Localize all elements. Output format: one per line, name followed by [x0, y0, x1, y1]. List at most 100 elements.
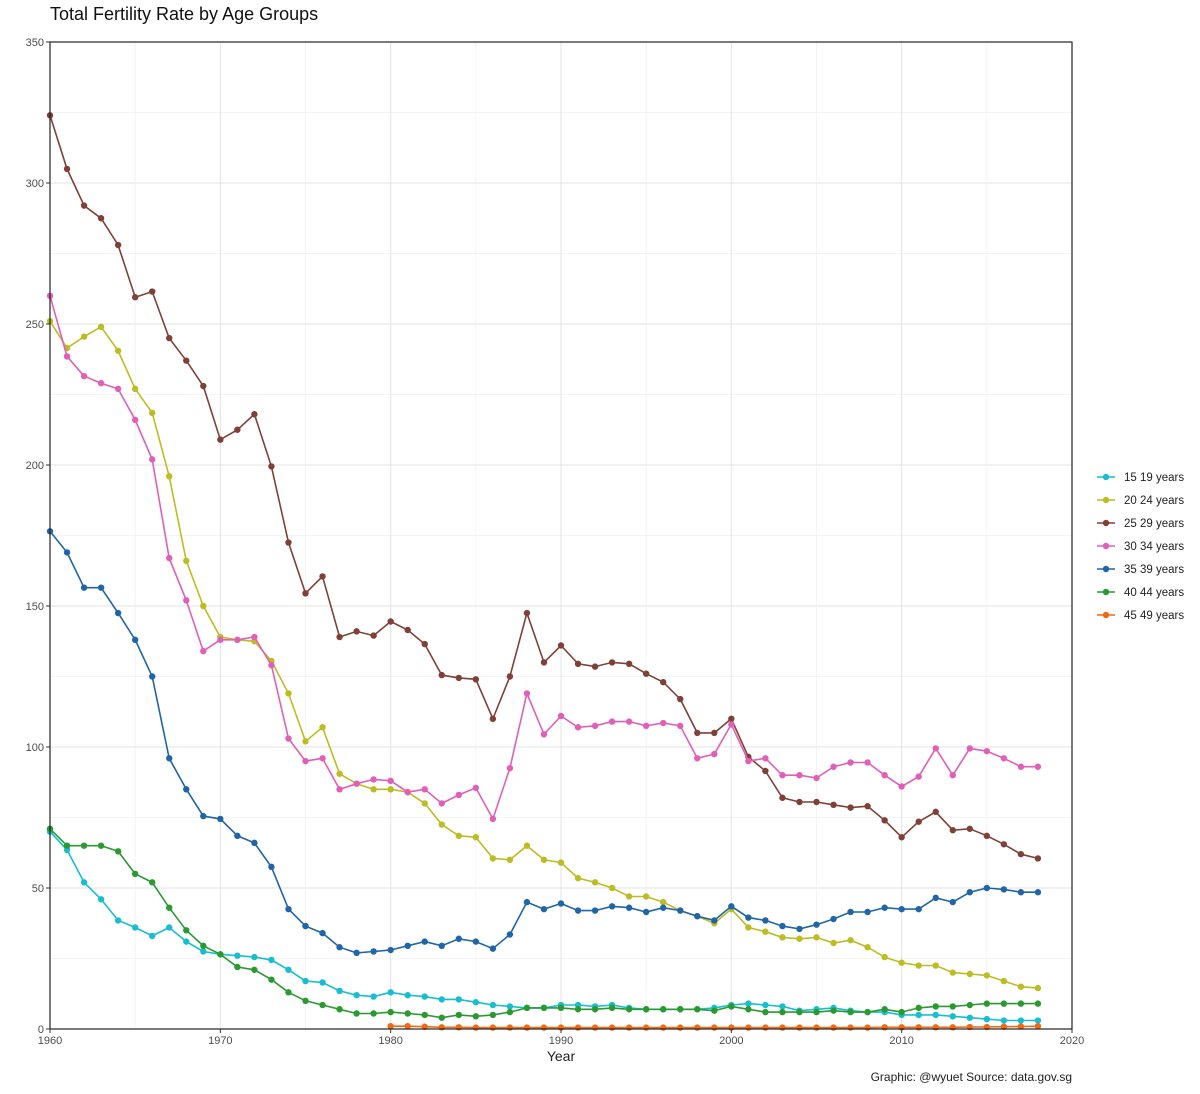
data-point [421, 1011, 428, 1019]
data-point [217, 636, 224, 644]
data-point [387, 946, 394, 954]
data-point [114, 241, 122, 249]
legend-label: 45 49 years [1124, 610, 1184, 622]
data-point [166, 924, 173, 931]
data-point [847, 908, 854, 916]
data-point [779, 922, 786, 930]
data-point [421, 800, 428, 807]
data-point [796, 1024, 803, 1031]
data-point [1000, 841, 1008, 848]
data-point [455, 832, 462, 840]
data-point [932, 808, 939, 816]
data-point [762, 767, 769, 775]
x-tick-label: 2020 [1060, 1035, 1084, 1047]
legend-key-point [1102, 473, 1110, 481]
data-point [966, 1001, 973, 1009]
data-point [949, 1013, 956, 1020]
data-point [694, 1024, 701, 1031]
data-point [234, 636, 241, 644]
data-point [114, 917, 122, 924]
data-point [915, 818, 922, 825]
data-point [149, 932, 156, 940]
data-point [625, 1006, 633, 1013]
data-point [80, 879, 88, 886]
data-point [114, 347, 122, 354]
data-point [472, 834, 480, 841]
data-point [966, 745, 973, 752]
data-point [694, 913, 701, 920]
series-35-39-years [46, 528, 1042, 957]
y-tick-label: 300 [26, 178, 44, 190]
data-point [506, 1008, 514, 1016]
data-point [319, 979, 326, 986]
data-point [745, 924, 752, 931]
series-40-44-years [46, 825, 1042, 1021]
data-point [591, 1006, 599, 1013]
data-point [677, 722, 684, 730]
data-point [234, 952, 241, 959]
data-point [660, 678, 667, 686]
data-point [506, 856, 514, 863]
y-tick-label: 250 [26, 319, 44, 331]
data-point [336, 1006, 343, 1013]
data-point [762, 928, 769, 935]
data-point [455, 996, 462, 1003]
data-point [183, 597, 190, 604]
data-point [864, 803, 871, 810]
data-point [489, 1024, 497, 1031]
data-point [677, 695, 684, 703]
y-tick-label: 200 [26, 460, 44, 472]
data-point [745, 1006, 752, 1013]
data-point [370, 786, 377, 793]
data-point [642, 722, 650, 730]
data-point [217, 436, 224, 443]
data-point [472, 676, 480, 683]
data-point [319, 724, 326, 731]
data-point [200, 647, 207, 655]
data-point [796, 798, 803, 806]
data-point [149, 409, 156, 417]
data-point [421, 1023, 428, 1030]
data-point [625, 718, 633, 725]
data-point [387, 989, 394, 996]
data-point [745, 1024, 752, 1031]
data-point [1000, 977, 1008, 985]
data-point [796, 772, 803, 779]
data-point [966, 889, 973, 896]
data-point [1017, 983, 1025, 990]
data-point [574, 874, 582, 882]
x-tick-label: 2010 [889, 1035, 913, 1047]
data-point [608, 1004, 616, 1012]
data-point [438, 942, 445, 950]
chart-caption: Graphic: @wyuet Source: data.gov.sg [871, 1070, 1072, 1084]
data-point [268, 662, 275, 669]
data-point [455, 935, 462, 942]
data-point [523, 1024, 531, 1031]
data-point [166, 473, 173, 480]
series-30-34-years [46, 292, 1042, 823]
legend: 15 19 years 20 24 years 25 29 years 30 34 y… [1097, 472, 1184, 622]
data-point [421, 640, 428, 648]
data-point [404, 626, 411, 634]
data-point [813, 1008, 820, 1016]
data-point [114, 848, 122, 855]
series-25-29-years [46, 112, 1042, 862]
data-point [881, 817, 888, 824]
data-point [506, 931, 514, 938]
data-point [149, 456, 156, 463]
data-point [898, 959, 905, 966]
data-point [387, 1022, 394, 1030]
data-point [1000, 755, 1008, 762]
data-point [779, 1024, 786, 1031]
data-point [370, 1010, 377, 1017]
data-point [660, 1024, 667, 1031]
data-point [983, 748, 991, 755]
legend-key-point [1102, 542, 1110, 550]
data-point [80, 333, 88, 340]
data-point [302, 922, 309, 930]
data-point [949, 772, 956, 779]
data-point [97, 896, 105, 903]
data-point [745, 914, 752, 921]
data-point [642, 908, 650, 916]
data-point [608, 659, 616, 666]
